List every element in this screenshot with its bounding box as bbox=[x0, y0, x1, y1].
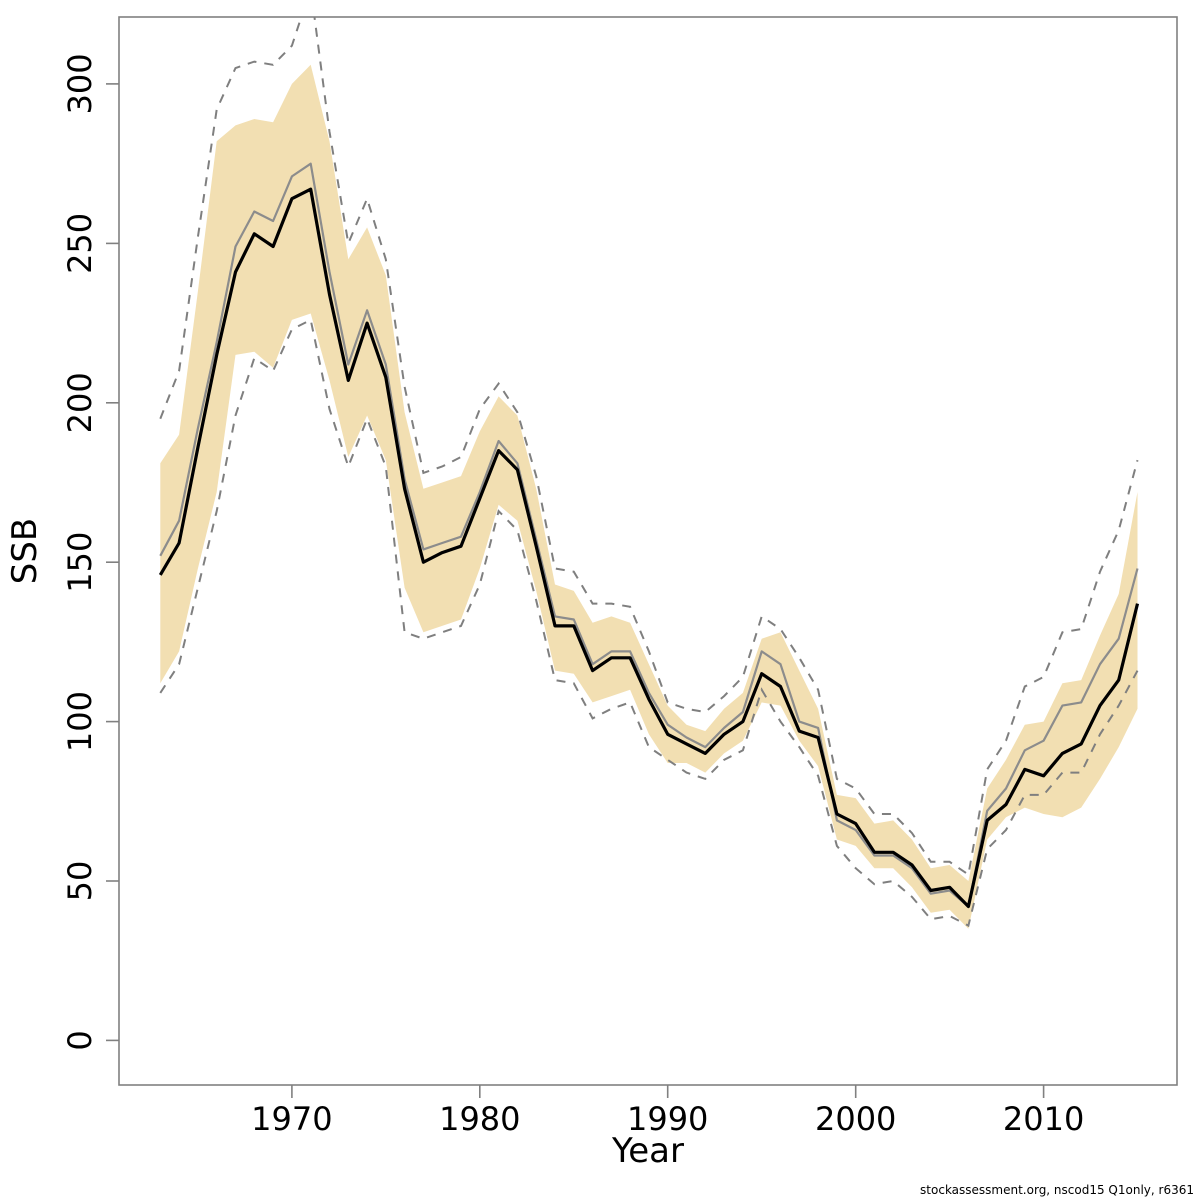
x-tick-label: 2010 bbox=[1003, 1100, 1084, 1138]
y-tick-label: 100 bbox=[61, 691, 99, 752]
x-tick-label: 1990 bbox=[627, 1100, 708, 1138]
y-tick-label: 250 bbox=[61, 213, 99, 274]
x-tick-label: 1970 bbox=[251, 1100, 332, 1138]
x-axis-title: Year bbox=[611, 1131, 684, 1171]
confidence-band bbox=[160, 64, 1138, 929]
main-estimate-line bbox=[158, 187, 1140, 909]
y-tick-label: 200 bbox=[61, 372, 99, 433]
x-tick-label: 1980 bbox=[439, 1100, 520, 1138]
y-tick-label: 0 bbox=[61, 1030, 99, 1050]
dashed-lower-ci-line bbox=[159, 318, 1139, 928]
x-tick-label: 2000 bbox=[815, 1100, 896, 1138]
dashed-upper-ci-line bbox=[159, 17, 1139, 877]
y-tick-label: 50 bbox=[61, 861, 99, 902]
chart-layer: 1970 1980 1990 2000 2010 0 50 100 150 200 250 300 bbox=[61, 16, 1178, 1138]
y-tick-label: 150 bbox=[61, 532, 99, 593]
caption: stockassessment.org, nscod15 Q1only, r63… bbox=[920, 1183, 1194, 1197]
y-tick-label: 300 bbox=[61, 53, 99, 114]
y-axis-title: SSB bbox=[5, 518, 45, 585]
plot-box bbox=[118, 16, 1178, 1086]
